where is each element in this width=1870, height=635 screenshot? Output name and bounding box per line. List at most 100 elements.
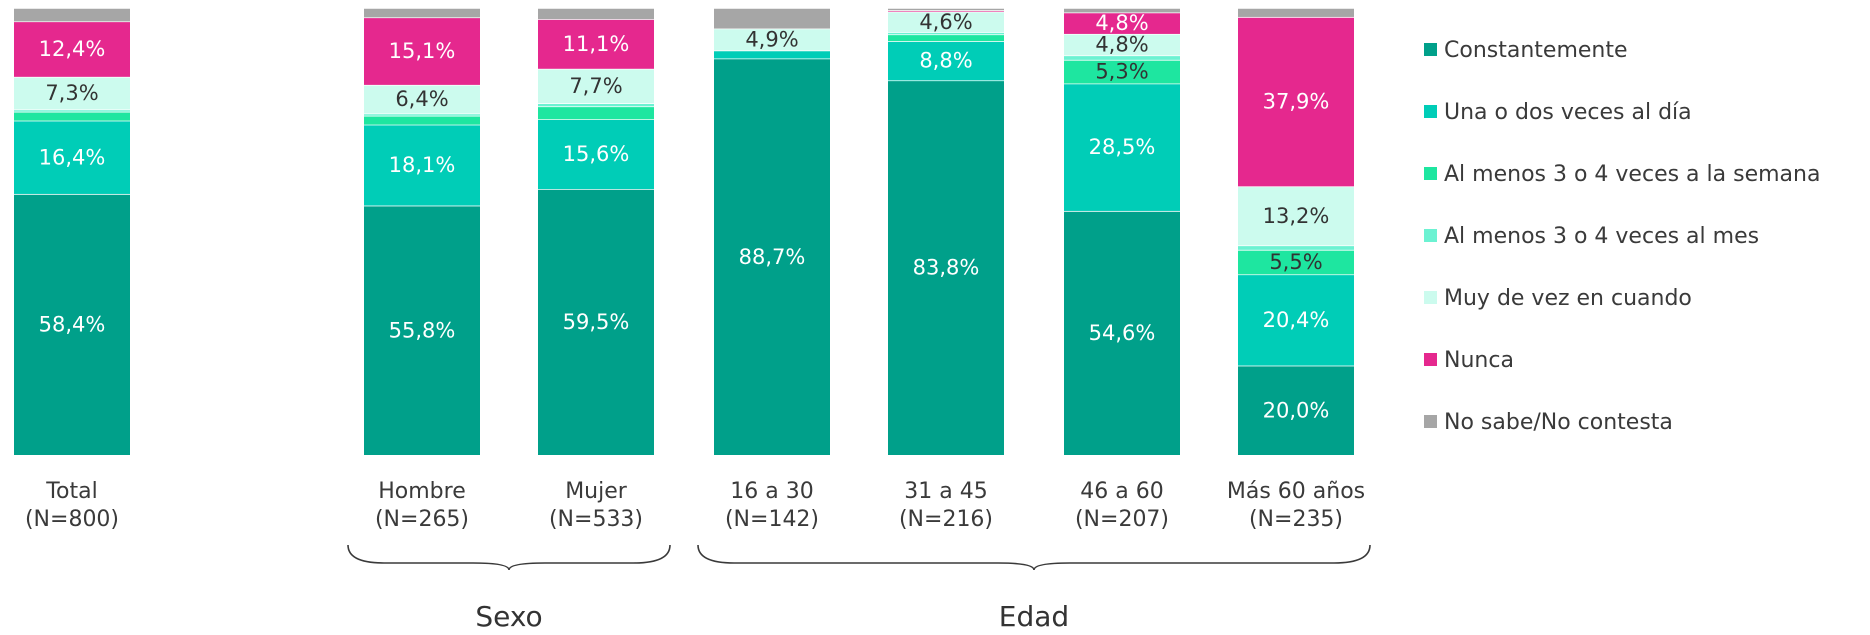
bar-segment bbox=[1238, 274, 1354, 366]
bar-segment bbox=[538, 119, 654, 190]
data-label: 6,4% bbox=[395, 87, 448, 111]
bar-segment bbox=[364, 205, 480, 455]
group-brackets: Sexo Edad bbox=[347, 544, 1371, 633]
bar-segment bbox=[538, 189, 654, 455]
bar-segment bbox=[14, 111, 130, 121]
bar-segment bbox=[364, 17, 480, 85]
bar-segment bbox=[14, 120, 130, 194]
data-label: 11,1% bbox=[563, 32, 630, 56]
bar-segment bbox=[1064, 59, 1180, 84]
bar-segment bbox=[538, 68, 654, 104]
legend-swatch bbox=[1424, 229, 1437, 242]
bar-segment bbox=[1238, 16, 1354, 187]
bar-segment bbox=[538, 19, 654, 69]
data-label: 58,4% bbox=[39, 312, 106, 336]
bar-segment bbox=[364, 115, 480, 125]
category-labels: Total (N=800) Hombre (N=265) Mujer (N=533) 16 … bbox=[25, 479, 1365, 532]
bar-segment bbox=[1064, 55, 1180, 60]
legend-swatch bbox=[1424, 415, 1437, 428]
data-label: 55,8% bbox=[389, 318, 456, 342]
bar-segment bbox=[888, 32, 1004, 35]
bar-segment bbox=[1064, 8, 1180, 13]
group-label: Edad bbox=[999, 600, 1069, 633]
bar-segment bbox=[1064, 33, 1180, 56]
legend: Constantemente Una o dos veces al día Al m… bbox=[1424, 38, 1820, 435]
category-label: 16 a 30 bbox=[730, 479, 813, 504]
bars-layer: 58,4% 16,4% 7,3% 12,4% 55,8% 18,1% 6,4% 15,1% 59… bbox=[14, 7, 1354, 456]
bar-segment bbox=[888, 8, 1004, 11]
category-n-label: (N=216) bbox=[899, 507, 993, 532]
data-label: 12,4% bbox=[39, 37, 106, 61]
data-label: 7,7% bbox=[569, 74, 622, 98]
data-label: 54,6% bbox=[1089, 321, 1156, 345]
data-label: 83,8% bbox=[913, 256, 980, 280]
bar-segment bbox=[714, 50, 830, 59]
bar-segment bbox=[364, 84, 480, 114]
category-n-label: (N=533) bbox=[549, 507, 643, 532]
legend-entry: Nunca bbox=[1444, 348, 1514, 373]
data-label: 13,2% bbox=[1263, 204, 1330, 228]
bar-segment bbox=[888, 41, 1004, 81]
bar-segment bbox=[14, 109, 130, 112]
data-label: 18,1% bbox=[389, 153, 456, 177]
category-label: Hombre bbox=[378, 479, 466, 504]
category-n-label: (N=207) bbox=[1075, 507, 1169, 532]
bar-segment bbox=[1238, 186, 1354, 246]
data-label: 59,5% bbox=[563, 310, 630, 334]
group-bracket bbox=[697, 544, 1371, 571]
data-label: 7,3% bbox=[45, 81, 98, 105]
category-label: 46 a 60 bbox=[1080, 479, 1163, 504]
data-label: 20,0% bbox=[1263, 398, 1330, 422]
category-label: Total bbox=[45, 479, 97, 504]
category-n-label: (N=800) bbox=[25, 507, 119, 532]
data-label: 28,5% bbox=[1089, 135, 1156, 159]
bar-segment bbox=[1238, 8, 1354, 17]
legend-swatch bbox=[1424, 291, 1437, 304]
bar-segment bbox=[1064, 12, 1180, 34]
bar-segment bbox=[714, 58, 830, 456]
bar-segment bbox=[1064, 210, 1180, 455]
bar-segment bbox=[714, 28, 830, 51]
category-label: 31 a 45 bbox=[904, 479, 987, 504]
group-label: Sexo bbox=[475, 600, 542, 633]
legend-swatch bbox=[1424, 353, 1437, 366]
bar-segment bbox=[1238, 249, 1354, 275]
bar-segment bbox=[888, 34, 1004, 42]
data-label: 5,5% bbox=[1269, 250, 1322, 274]
data-label: 4,8% bbox=[1095, 11, 1148, 35]
group-bracket bbox=[347, 544, 671, 571]
category-n-label: (N=142) bbox=[725, 507, 819, 532]
bar-segment bbox=[14, 8, 130, 22]
legend-swatch bbox=[1424, 167, 1437, 180]
legend-entry: Muy de vez en cuando bbox=[1444, 286, 1692, 311]
legend-entry: Constantemente bbox=[1444, 38, 1628, 63]
category-label: Más 60 años bbox=[1227, 479, 1365, 504]
bar-segment bbox=[1064, 83, 1180, 211]
bar-segment bbox=[888, 11, 1004, 33]
bar-segment bbox=[364, 124, 480, 206]
bar-segment bbox=[538, 103, 654, 107]
bar-segment bbox=[538, 8, 654, 20]
data-label: 5,3% bbox=[1095, 60, 1148, 84]
data-label: 37,9% bbox=[1263, 90, 1330, 114]
bar-segment bbox=[14, 21, 130, 77]
legend-swatch bbox=[1424, 43, 1437, 56]
legend-entry: No sabe/No contesta bbox=[1444, 410, 1673, 435]
legend-swatch bbox=[1424, 105, 1437, 118]
legend-entry: Al menos 3 o 4 veces a la semana bbox=[1444, 162, 1820, 187]
bar-segment bbox=[364, 8, 480, 18]
data-label: 4,8% bbox=[1095, 33, 1148, 57]
data-label: 88,7% bbox=[739, 245, 806, 269]
bar-segment bbox=[14, 76, 130, 110]
legend-entry: Una o dos veces al día bbox=[1444, 100, 1692, 125]
legend-entry: Al menos 3 o 4 veces al mes bbox=[1444, 224, 1759, 249]
bar-segment bbox=[888, 80, 1004, 455]
data-label: 15,6% bbox=[563, 142, 630, 166]
bar-segment bbox=[364, 113, 480, 116]
data-label: 16,4% bbox=[39, 145, 106, 169]
bar-segment bbox=[14, 193, 130, 455]
category-label: Mujer bbox=[565, 479, 628, 504]
data-label: 4,9% bbox=[745, 28, 798, 52]
bar-segment bbox=[1238, 245, 1354, 250]
